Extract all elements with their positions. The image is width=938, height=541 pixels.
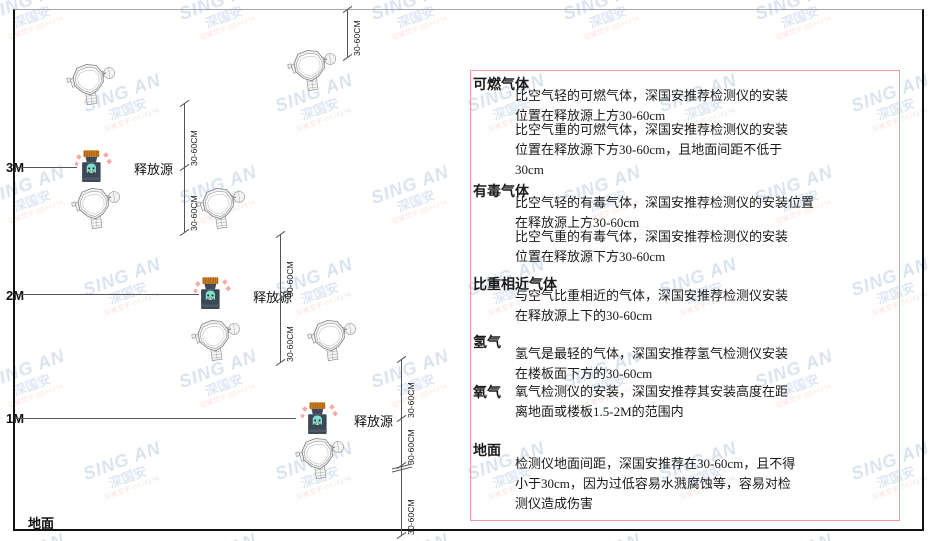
bottle-3m	[74, 149, 114, 186]
det-topleft	[62, 62, 120, 114]
det-topright	[283, 48, 341, 100]
det-lowright	[303, 318, 361, 370]
det-midright	[192, 186, 250, 238]
bottle-1m	[300, 401, 340, 438]
det-lowleft	[187, 318, 245, 370]
det-bottom	[291, 436, 349, 488]
bottle-2m	[193, 276, 233, 313]
det-midleft	[67, 186, 125, 238]
